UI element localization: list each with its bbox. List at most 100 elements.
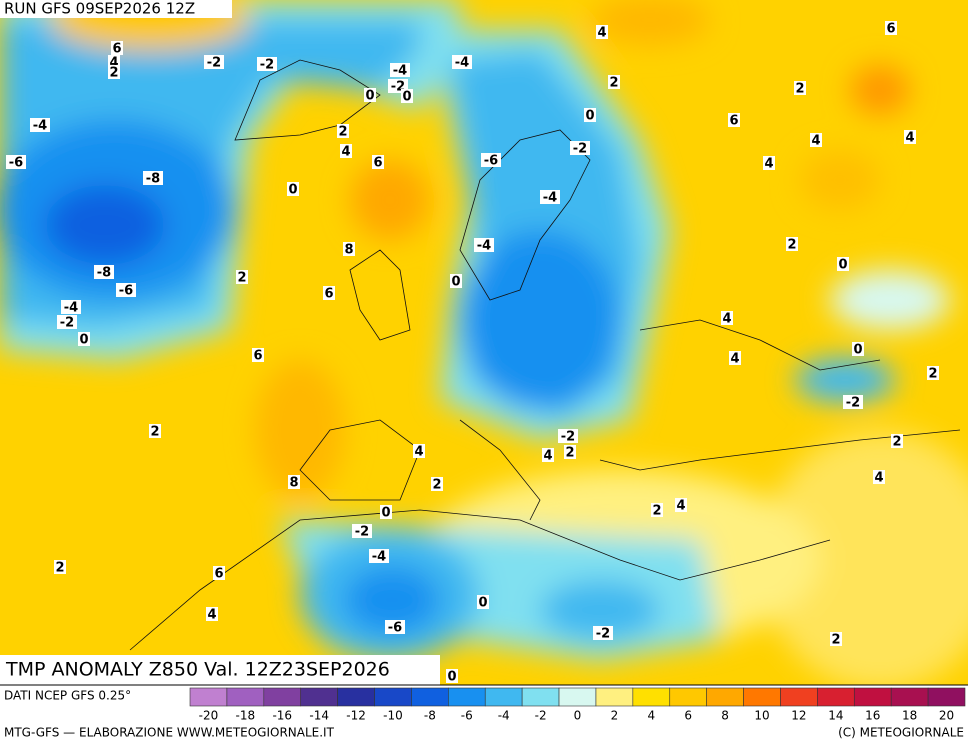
contour-label: 0 bbox=[838, 258, 847, 273]
contour-label: 4 bbox=[730, 352, 739, 367]
colorbar-swatch bbox=[927, 687, 966, 707]
contour-label-bg bbox=[401, 89, 413, 103]
contour-label: 6 bbox=[373, 156, 382, 171]
contour-label: 2 bbox=[109, 66, 118, 81]
colorbar-swatch bbox=[669, 687, 707, 707]
contour-label: -4 bbox=[33, 119, 47, 134]
contour-label: 4 bbox=[811, 134, 820, 149]
contour-label-bg bbox=[843, 395, 863, 409]
colorbar-swatch bbox=[484, 687, 523, 707]
contour-label: -8 bbox=[97, 266, 111, 281]
contour-label: 2 bbox=[928, 367, 937, 382]
contour-label-bg bbox=[830, 632, 842, 646]
contour-label: 2 bbox=[338, 125, 347, 140]
contour-label: 4 bbox=[543, 449, 552, 464]
contour-label-bg bbox=[369, 549, 389, 563]
contour-label-bg bbox=[608, 75, 620, 89]
contour-label: 6 bbox=[253, 349, 262, 364]
contour-label: 2 bbox=[892, 435, 901, 450]
contour-label: 0 bbox=[478, 596, 487, 611]
colorbar-swatch bbox=[817, 687, 855, 707]
contour-label: 6 bbox=[214, 567, 223, 582]
contour-label-bg bbox=[340, 144, 352, 158]
contour-label-bg bbox=[810, 133, 822, 147]
contour-label: 6 bbox=[324, 287, 333, 302]
colorbar-tick-label: 6 bbox=[684, 709, 692, 723]
contour-label-bg bbox=[474, 238, 494, 252]
contour-label-bg bbox=[111, 41, 123, 55]
contour-label: 0 bbox=[585, 109, 594, 124]
contour-label-bg bbox=[904, 130, 916, 144]
contour-label: 2 bbox=[432, 478, 441, 493]
contour-label: 8 bbox=[289, 476, 298, 491]
contour-label: -8 bbox=[146, 172, 160, 187]
contour-label-bg bbox=[927, 366, 939, 380]
colorbar-swatch bbox=[632, 687, 671, 707]
contour-label: 6 bbox=[112, 42, 121, 57]
colorbar-swatch bbox=[743, 687, 781, 707]
colorbar-tick-label: 18 bbox=[902, 709, 917, 723]
contour-label: 4 bbox=[874, 471, 883, 486]
contour-label-bg bbox=[729, 351, 741, 365]
contour-label: 0 bbox=[381, 506, 390, 521]
colorbar-tick-label: -8 bbox=[424, 709, 436, 723]
contour-label: -4 bbox=[372, 550, 386, 565]
run-label: RUN GFS 09SEP2026 12Z bbox=[4, 0, 195, 18]
colorbar-tick-label: 20 bbox=[939, 709, 954, 723]
contour-label: 0 bbox=[79, 333, 88, 348]
contour-label: -6 bbox=[9, 156, 23, 171]
colorbar-tick-label: -4 bbox=[498, 709, 510, 723]
contour-label-bg bbox=[852, 342, 864, 356]
contour-label-bg bbox=[794, 81, 806, 95]
contour-label: 4 bbox=[722, 312, 731, 327]
colorbar-tick-label: -10 bbox=[383, 709, 403, 723]
contour-label-bg bbox=[352, 524, 372, 538]
colorbar-tick-label: 10 bbox=[754, 709, 769, 723]
contour-label: 2 bbox=[55, 561, 64, 576]
data-source: DATI NCEP GFS 0.25° bbox=[4, 689, 131, 703]
contour-label: 4 bbox=[764, 157, 773, 172]
coastlines bbox=[129, 59, 961, 651]
colorbar-swatch bbox=[189, 687, 228, 707]
contour-label-bg bbox=[380, 505, 392, 519]
contour-label: 2 bbox=[795, 82, 804, 97]
contour-label-bg bbox=[452, 55, 472, 69]
map-field bbox=[0, 0, 968, 685]
contour-label-bg bbox=[149, 424, 161, 438]
colorbar-swatch bbox=[890, 687, 929, 707]
contour-label-bg bbox=[596, 25, 608, 39]
contour-label-bg bbox=[446, 669, 458, 683]
contour-label: -2 bbox=[846, 396, 860, 411]
contour-label: 2 bbox=[831, 633, 840, 648]
colorbar-tick-label: 2 bbox=[611, 709, 619, 723]
contour-label-bg bbox=[257, 57, 277, 71]
contour-label: 6 bbox=[729, 114, 738, 129]
contour-label: -6 bbox=[484, 154, 498, 169]
contour-label-bg bbox=[540, 190, 560, 204]
title-box bbox=[0, 655, 440, 685]
contour-label: -2 bbox=[561, 430, 575, 445]
contour-label: -6 bbox=[119, 284, 133, 299]
contour-label-bg bbox=[721, 311, 733, 325]
contour-label-bg bbox=[372, 155, 384, 169]
colorbar-swatch bbox=[780, 687, 818, 707]
contour-label-bg bbox=[413, 444, 425, 458]
contour-label: 4 bbox=[676, 499, 685, 514]
contour-label-bg bbox=[206, 607, 218, 621]
contour-label-bg bbox=[728, 113, 740, 127]
contour-label-bg bbox=[564, 445, 576, 459]
contour-label-bg bbox=[343, 242, 355, 256]
contour-label-bg bbox=[481, 153, 501, 167]
contour-label: -4 bbox=[64, 301, 78, 316]
contour-label-bg bbox=[94, 265, 114, 279]
credit: MTG-GFS — ELABORAZIONE WWW.METEOGIORNALE… bbox=[4, 726, 335, 740]
contour-label: 4 bbox=[905, 131, 914, 146]
contour-label: -2 bbox=[207, 56, 221, 71]
colorbar-tick-label: -12 bbox=[346, 709, 366, 723]
contour-label-bg bbox=[364, 88, 376, 102]
colorbar-tick-label: 8 bbox=[721, 709, 729, 723]
contour-label: 0 bbox=[447, 670, 456, 685]
header-box bbox=[0, 0, 232, 18]
contour-label-bg bbox=[873, 470, 885, 484]
contour-label-bg bbox=[323, 286, 335, 300]
